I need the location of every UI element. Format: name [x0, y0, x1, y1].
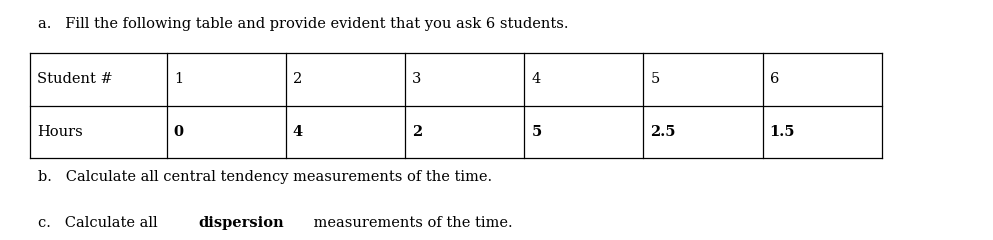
- Text: c.   Calculate all: c. Calculate all: [38, 216, 162, 230]
- Text: 5: 5: [650, 72, 659, 86]
- Text: 0: 0: [174, 125, 184, 139]
- Text: 3: 3: [412, 72, 421, 86]
- Text: 4: 4: [531, 72, 540, 86]
- Text: 1.5: 1.5: [770, 125, 795, 139]
- Text: dispersion: dispersion: [198, 216, 284, 230]
- Text: 2.5: 2.5: [650, 125, 676, 139]
- Text: 2: 2: [412, 125, 422, 139]
- Text: 1: 1: [174, 72, 183, 86]
- Text: 2: 2: [293, 72, 302, 86]
- Text: b.   Calculate all central tendency measurements of the time.: b. Calculate all central tendency measur…: [38, 170, 492, 184]
- Text: measurements of the time.: measurements of the time.: [309, 216, 512, 230]
- Text: a.   Fill the following table and provide evident that you ask 6 students.: a. Fill the following table and provide …: [38, 17, 568, 31]
- Text: 5: 5: [531, 125, 541, 139]
- Text: 6: 6: [770, 72, 779, 86]
- Text: 4: 4: [293, 125, 303, 139]
- Text: Hours: Hours: [37, 125, 82, 139]
- Text: Student #: Student #: [37, 72, 112, 86]
